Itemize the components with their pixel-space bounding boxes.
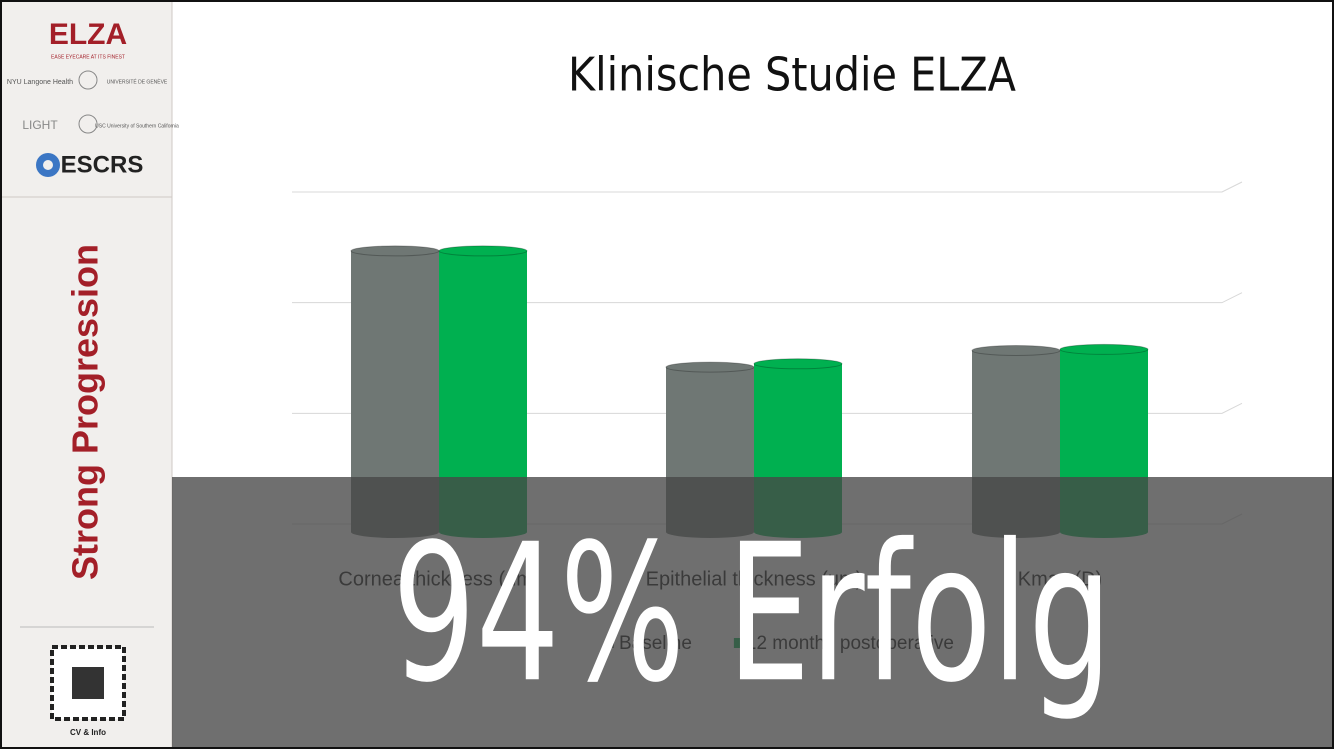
qr-code <box>72 667 104 699</box>
bar-cap <box>753 358 843 370</box>
overlay-text: 94% Erfolg <box>392 503 1112 724</box>
society: ESCRS <box>61 151 144 178</box>
grid-line <box>292 402 1243 414</box>
partner: UNIVERSITÉ DE GENÈVE <box>107 78 168 85</box>
overlay-band <box>172 477 1332 747</box>
partner-icon <box>78 114 98 134</box>
partner: USC University of Southern California <box>95 123 179 129</box>
title: Klinische Studie ELZA <box>568 48 1016 102</box>
tagline: EASE EYECARE AT ITS FINEST <box>51 54 125 60</box>
partner: NYU Langone Health <box>7 79 73 86</box>
bar-cap <box>971 345 1061 357</box>
bar-cap <box>438 245 528 257</box>
society-icon <box>43 160 53 170</box>
grid-line <box>292 292 1243 304</box>
banner: Strong Progression <box>65 244 106 580</box>
bar-cap <box>1059 343 1149 355</box>
bar-cap <box>350 245 440 257</box>
logo: ELZA <box>49 18 127 51</box>
grid-line <box>292 181 1243 193</box>
qr-caption: CV & Info <box>70 728 106 737</box>
partner-icon <box>78 70 98 90</box>
sidebar <box>2 2 172 747</box>
bar-cap <box>665 361 755 373</box>
partner: LIGHT <box>22 118 58 132</box>
